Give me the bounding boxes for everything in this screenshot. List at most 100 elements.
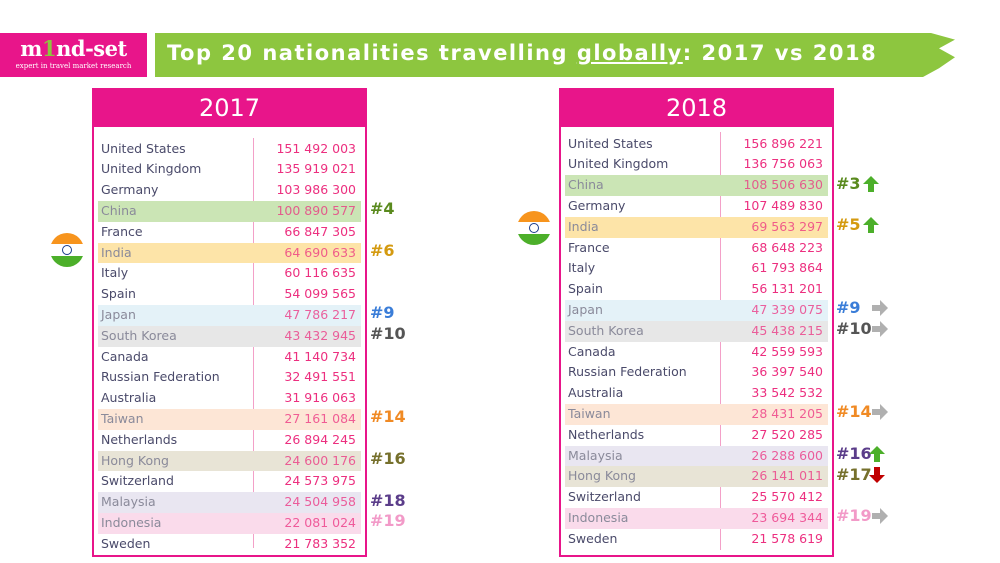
traveller-count: 31 916 063 [284,390,356,406]
traveller-count: 21 578 619 [751,530,823,546]
table-row: Italy 60 116 635 [98,263,361,284]
table-row: Japan 47 786 217 [98,305,361,326]
traveller-count: 33 542 532 [751,385,823,401]
country-name: Italy [101,265,129,281]
rank-label: #17 [836,464,872,484]
traveller-count: 26 141 011 [751,468,823,484]
mindset-logo: m1nd-set expert in travel market researc… [0,33,147,77]
traveller-count: 135 919 021 [276,161,356,177]
rank-label: #14 [370,407,406,427]
table-row: Russian Federation 32 491 551 [98,367,361,388]
rank-label: #6 [370,241,395,260]
country-name: Hong Kong [101,452,169,468]
table-row: Spain 54 099 565 [98,284,361,305]
country-name: Taiwan [568,406,611,421]
rank-label: #10 [370,324,406,344]
table-row: Germany 103 986 300 [98,180,361,201]
country-name: Australia [568,385,624,401]
traveller-count: 136 756 063 [743,156,823,172]
rank-label: #19 [370,511,406,531]
country-name: France [568,239,610,255]
country-name: United Kingdom [101,161,202,177]
table-row: Sweden 21 578 619 [565,529,828,550]
logo-brand: m1nd-set [0,36,147,62]
traveller-count: 27 520 285 [751,426,823,442]
table-row: Spain 56 131 201 [565,279,828,300]
country-name: Germany [568,198,626,213]
arrow-down-icon [869,466,885,483]
table-row: India 69 563 297 [565,216,828,238]
table-row: United States 151 492 003 [98,139,361,160]
traveller-count: 64 690 633 [284,244,356,260]
table-row: Netherlands 27 520 285 [565,425,828,446]
traveller-count: 47 786 217 [284,307,356,322]
title-underlined: globally [576,41,683,65]
country-name: United States [568,135,653,151]
table-row: South Korea 43 432 945 [98,325,361,347]
table-row: India 64 690 633 [98,242,361,264]
traveller-count: 26 288 600 [751,447,823,463]
traveller-count: 25 570 412 [751,489,823,505]
country-name: Germany [101,182,159,198]
traveller-count: 42 559 593 [751,343,823,359]
traveller-count: 23 694 344 [751,510,823,525]
title-post: : 2017 vs 2018 [682,41,878,65]
country-name: Taiwan [101,411,144,426]
table-row: Indonesia 23 694 344 [565,508,828,529]
page-title: Top 20 nationalities travelling globally… [167,41,877,65]
country-name: Malaysia [568,447,623,463]
country-name: Canada [568,343,616,359]
table-row: China 108 506 630 [565,175,828,196]
table-row: Australia 33 542 532 [565,383,828,404]
traveller-count: 28 431 205 [751,406,823,421]
table-year-header: 2018 [561,90,832,127]
traveller-count: 103 986 300 [276,182,356,198]
table-row: Canada 42 559 593 [565,342,828,363]
traveller-count: 41 140 734 [284,348,356,364]
rank-label: #3 [836,173,861,193]
table-row: United Kingdom 136 756 063 [565,154,828,175]
table-2017: 2017 United States 151 492 003 United King… [92,88,367,557]
table-year-header: 2017 [94,90,365,127]
table-row: Sweden 21 783 352 [98,534,361,555]
country-name: Japan [101,307,136,322]
traveller-count: 100 890 577 [276,203,356,218]
country-name: Russian Federation [568,364,687,380]
table-row: Switzerland 24 573 975 [98,471,361,492]
table-row: Taiwan 28 431 205 [565,404,828,425]
rank-label: #10 [836,319,872,339]
traveller-count: 24 600 176 [284,452,356,468]
rank-label: #18 [370,490,406,510]
table-row: Japan 47 339 075 [565,300,828,321]
table-row: Switzerland 25 570 412 [565,487,828,508]
country-name: South Korea [568,322,644,338]
arrow-right-icon [872,508,888,525]
country-name: Netherlands [568,426,645,442]
arrow-right-icon [872,321,888,338]
logo-brand-pre: m [20,36,43,61]
traveller-count: 108 506 630 [743,177,823,193]
india-flag-icon [50,233,84,267]
traveller-count: 151 492 003 [276,140,356,156]
country-name: Australia [101,390,157,406]
country-name: Switzerland [101,473,174,489]
table-row: Taiwan 27 161 084 [98,409,361,430]
traveller-count: 36 397 540 [751,364,823,380]
table-row: France 66 847 305 [98,222,361,243]
country-name: Canada [101,348,149,364]
arrow-up-icon [869,446,885,462]
country-name: United Kingdom [568,156,669,172]
logo-brand-post: nd-set [56,36,127,61]
country-name: Sweden [568,530,618,546]
country-name: China [568,177,604,193]
rank-label: #14 [836,402,872,422]
country-name: Italy [568,260,596,276]
country-name: Spain [568,281,603,297]
traveller-count: 21 783 352 [284,535,356,551]
rank-label: #5 [836,215,861,235]
logo-tagline: expert in travel market research [15,62,132,70]
country-name: Spain [101,286,136,302]
country-name: Japan [568,302,603,317]
traveller-count: 22 081 024 [284,515,356,530]
country-name: United States [101,140,186,156]
